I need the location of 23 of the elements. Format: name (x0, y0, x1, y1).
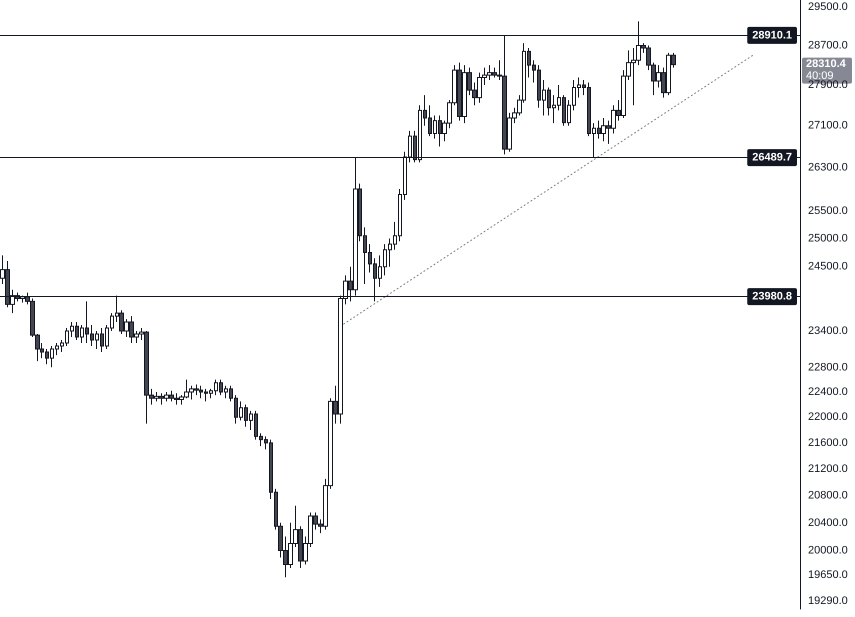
y-tick-label: 29500.0 (808, 1, 848, 14)
y-tick-label: 19290.0 (808, 595, 848, 608)
text: 28310.4 (806, 58, 847, 70)
y-tick-label: 19650.0 (808, 569, 848, 582)
y-tick-label: 25500.0 (808, 204, 848, 217)
y-tick-label: 25000.0 (808, 232, 848, 244)
y-tick-label: 23400.0 (808, 324, 848, 337)
y-tick-label: 27900.0 (808, 79, 848, 92)
y-tick-label: 27100.0 (808, 120, 848, 132)
ref-line-label: 26489.7 (752, 152, 792, 164)
ref-line-label: 23980.8 (752, 290, 792, 303)
ref-line-label: 28910.1 (752, 29, 792, 42)
y-tick-label: 20800.0 (808, 490, 848, 502)
y-tick-label: 21200.0 (808, 463, 848, 476)
y-tick-label: 26300.0 (808, 162, 848, 174)
y-tick-label: 22000.0 (808, 411, 848, 424)
y-tick-label: 20400.0 (808, 516, 848, 529)
y-tick-label: 22400.0 (808, 386, 848, 398)
y-tick-label: 20000.0 (808, 544, 848, 556)
y-tick-label: 24500.0 (808, 260, 848, 273)
y-tick-label: 28700.0 (808, 40, 848, 52)
y-tick-label: 21600.0 (808, 436, 848, 449)
y-tick-label: 22800.0 (808, 361, 848, 374)
